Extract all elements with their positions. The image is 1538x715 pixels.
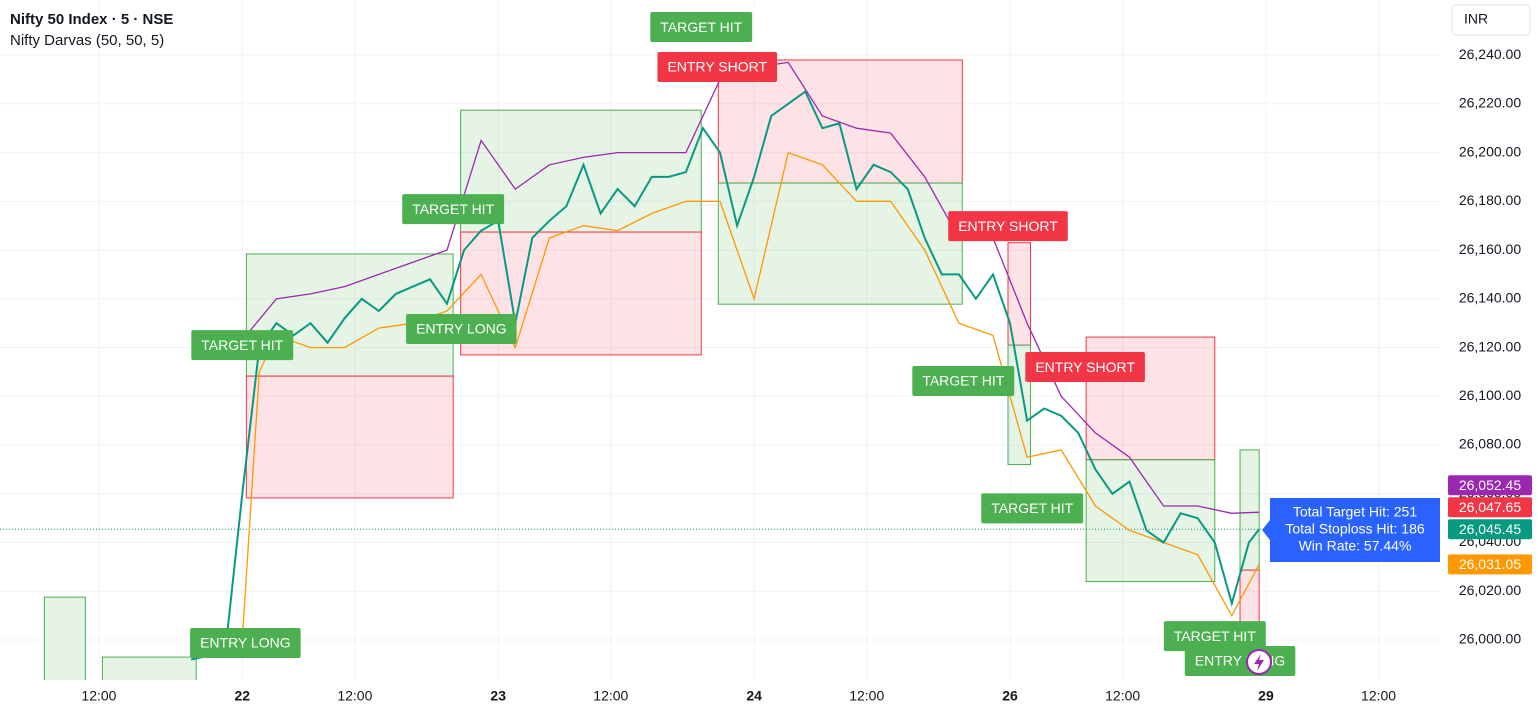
signal-label: TARGET HIT bbox=[402, 194, 505, 225]
y-tick-label: 26,180.00 bbox=[1459, 192, 1521, 208]
signal-label: TARGET HIT bbox=[912, 365, 1015, 396]
signal-label-bg bbox=[406, 314, 517, 345]
signal-label-bg bbox=[1163, 621, 1266, 652]
y-tick-label: 26,080.00 bbox=[1459, 436, 1521, 452]
price-tag bbox=[1448, 497, 1532, 518]
signal-label-bg bbox=[1025, 352, 1145, 383]
y-tick-label: 26,140.00 bbox=[1459, 290, 1521, 306]
y-tick-label: 26,020.00 bbox=[1459, 582, 1521, 598]
x-tick-label: 29 bbox=[1258, 688, 1274, 704]
price-tag bbox=[1448, 475, 1532, 496]
darvas-box bbox=[43, 596, 86, 680]
x-tick-label: 12:00 bbox=[81, 688, 116, 704]
signal-label: ENTRY SHORT bbox=[1025, 352, 1145, 383]
signal-label-text: TARGET HIT bbox=[412, 201, 494, 217]
signal-label-text: ENTRY SHORT bbox=[667, 59, 767, 75]
signal-label-text: TARGET HIT bbox=[201, 337, 283, 353]
x-tick-label: 12:00 bbox=[593, 688, 628, 704]
info-box bbox=[1262, 498, 1440, 562]
x-tick-label: 22 bbox=[234, 688, 250, 704]
info-box-bg bbox=[1262, 498, 1440, 562]
x-tick-label: 12:00 bbox=[1361, 688, 1396, 704]
indicator-name: Nifty Darvas (50, 50, 5) bbox=[10, 32, 164, 49]
signal-label-bg bbox=[948, 211, 1068, 242]
signal-label: ENTRY SHORT bbox=[657, 52, 778, 83]
x-tick-label: 12:00 bbox=[337, 688, 372, 704]
signal-label: ENTRY SHORT bbox=[948, 211, 1068, 242]
stat-text: Total Target Hit: 251 bbox=[1293, 504, 1417, 520]
signal-label: TARGET HIT bbox=[650, 12, 753, 43]
x-tick-label: 12:00 bbox=[1105, 688, 1140, 704]
alert-bolt bbox=[1254, 654, 1264, 671]
signal-label-text: ENTRY SHORT bbox=[1035, 359, 1135, 375]
y-tick-label: 26,160.00 bbox=[1459, 241, 1521, 257]
y-tick-label: 26,000.00 bbox=[1459, 631, 1521, 647]
darvas-box bbox=[1085, 459, 1216, 583]
signal-label-text: TARGET HIT bbox=[922, 373, 1004, 389]
signal-label-bg bbox=[190, 627, 301, 658]
darvas-box bbox=[717, 182, 963, 305]
price-tag-label: 26,052.45 bbox=[1459, 477, 1521, 493]
price-tag-label: 26,047.65 bbox=[1459, 499, 1521, 515]
y-tick-label: 26,100.00 bbox=[1459, 387, 1521, 403]
price-tag bbox=[1448, 519, 1532, 540]
signal-label-text: TARGET HIT bbox=[660, 19, 742, 35]
signal-label-bg bbox=[981, 493, 1084, 524]
signal-label-text: ENTRY LONG bbox=[416, 321, 507, 337]
stat-text: Win Rate: 57.44% bbox=[1299, 538, 1412, 554]
signal-label-text: ENTRY LONG bbox=[200, 635, 291, 651]
signal-label-bg bbox=[402, 194, 505, 225]
x-tick-label: 24 bbox=[746, 688, 762, 704]
y-tick-label: 26,240.00 bbox=[1459, 46, 1521, 62]
series-line bbox=[241, 151, 1260, 641]
signal-label: ENTRY LONG bbox=[1184, 645, 1296, 676]
signal-label: ENTRY LONG bbox=[406, 314, 517, 345]
signal-label-bg bbox=[657, 52, 778, 83]
signal-label-text: TARGET HIT bbox=[991, 500, 1073, 516]
symbol-title: Nifty 50 Index · 5 · NSE bbox=[10, 11, 173, 28]
signal-label: TARGET HIT bbox=[981, 493, 1084, 524]
signal-label: ENTRY LONG bbox=[190, 627, 301, 658]
stat-text: Total Stoploss Hit: 186 bbox=[1285, 521, 1425, 537]
y-tick-label: 26,200.00 bbox=[1459, 143, 1521, 159]
y-tick-label: 26,220.00 bbox=[1459, 95, 1521, 111]
currency[interactable]: INR bbox=[1464, 11, 1488, 27]
x-tick-label: 12:00 bbox=[849, 688, 884, 704]
price-tag-label: 26,045.45 bbox=[1459, 521, 1521, 537]
signal-label-text: ENTRY SHORT bbox=[958, 218, 1058, 234]
signal-label: TARGET HIT bbox=[191, 330, 294, 361]
x-tick-label: 26 bbox=[1002, 688, 1018, 704]
x-tick-label: 23 bbox=[490, 688, 506, 704]
signal-label-bg bbox=[191, 330, 294, 361]
signal-label-bg bbox=[912, 365, 1015, 396]
darvas-box bbox=[245, 375, 454, 499]
price-tag-label: 26,031.05 bbox=[1459, 556, 1521, 572]
darvas-box bbox=[1239, 449, 1260, 571]
darvas-box bbox=[101, 656, 197, 680]
y-tick-label: 26,120.00 bbox=[1459, 338, 1521, 354]
signal-label-text: TARGET HIT bbox=[1174, 628, 1256, 644]
currency-box[interactable] bbox=[1451, 4, 1531, 36]
signal-label: TARGET HIT bbox=[1163, 621, 1266, 652]
series-line bbox=[190, 90, 1260, 661]
signal-label-bg bbox=[650, 12, 753, 43]
price-tag bbox=[1448, 554, 1532, 575]
